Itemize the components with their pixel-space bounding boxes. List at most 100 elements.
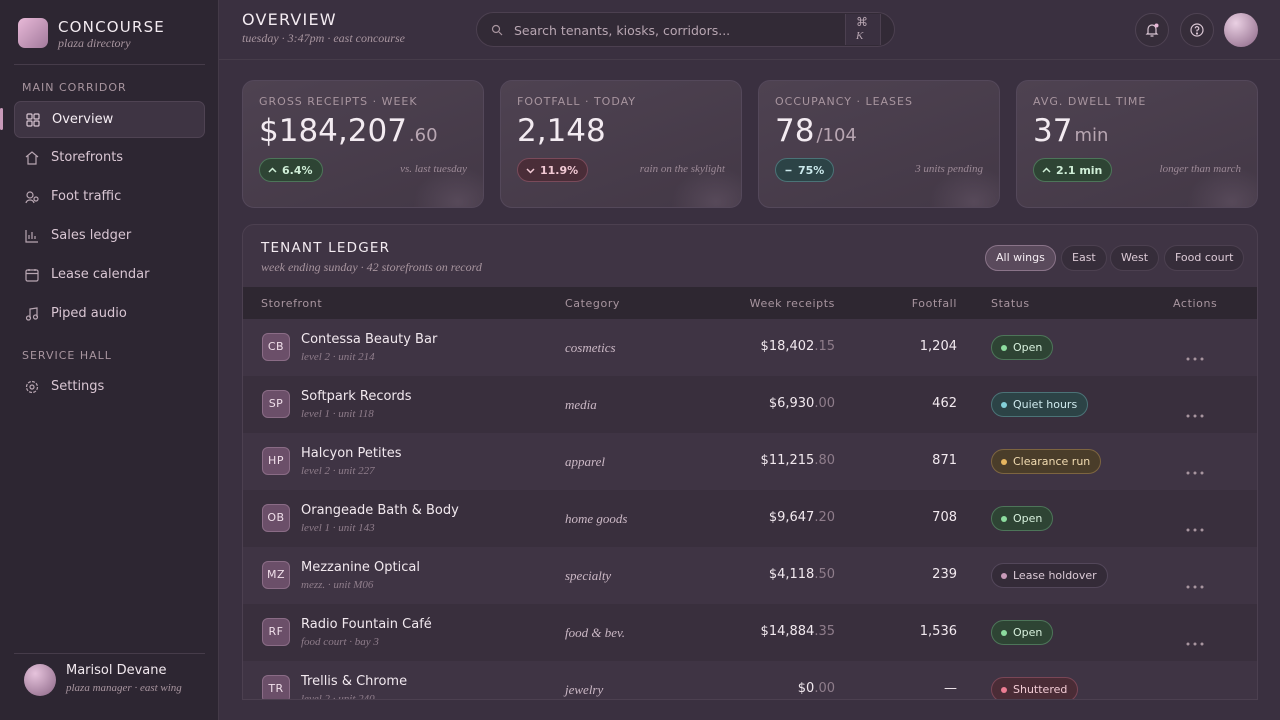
row-actions[interactable] <box>1186 631 1204 650</box>
table-header: Storefront Category Week receipts Footfa… <box>243 287 1257 319</box>
nav-item[interactable]: Lease calendar <box>14 257 205 294</box>
column-header: Actions <box>1173 297 1218 310</box>
kpi-number: 78 <box>775 113 815 149</box>
tenant-category: media <box>565 397 597 412</box>
receipts-cents: .00 <box>814 396 835 411</box>
kpi-label: AVG. DWELL TIME <box>1033 95 1147 108</box>
tenant-initials: CB <box>262 333 290 361</box>
kpi-number: 2,148 <box>517 113 606 149</box>
status-dot <box>1001 572 1007 579</box>
kpi-value: 37 min <box>1033 113 1108 149</box>
tenant-initials: TR <box>262 675 290 699</box>
panel-subtitle: week ending sunday · 42 storefronts on r… <box>261 260 482 274</box>
active-indicator <box>0 108 3 130</box>
status-dot <box>1001 629 1007 636</box>
help-button[interactable] <box>1180 13 1214 47</box>
status-text: Clearance run <box>1013 455 1091 468</box>
row-actions[interactable] <box>1186 574 1204 593</box>
week-receipts: $18,402.15 <box>761 339 835 354</box>
row-actions[interactable] <box>1186 460 1204 479</box>
status-pill: Quiet hours <box>991 392 1089 417</box>
nav-item[interactable]: Foot traffic <box>14 179 205 216</box>
week-receipts: $6,930.00 <box>769 396 835 411</box>
shortcut-key: ⌘ K <box>845 14 881 45</box>
filter-chip[interactable]: East <box>1061 245 1107 271</box>
search-box[interactable]: Search tenants, kiosks, corridors... ⌘ K <box>476 12 895 47</box>
badge-text: 75% <box>798 163 825 177</box>
filter-chip[interactable]: West <box>1110 245 1160 271</box>
tenant-ledger: TENANT LEDGER week ending sunday · 42 st… <box>242 224 1258 700</box>
notifications-button[interactable] <box>1135 13 1169 47</box>
tenant-location: level 2 · unit 240 <box>301 693 375 700</box>
receipts-cents: .15 <box>814 339 835 354</box>
week-receipts: $11,215.80 <box>761 453 835 468</box>
filter-chip[interactable]: Food court <box>1164 245 1245 271</box>
tenant-name: Trellis & Chrome <box>301 674 408 689</box>
kpi-suffix: .60 <box>408 125 438 146</box>
tenant-initials: OB <box>262 504 290 532</box>
nav-item[interactable]: Piped audio <box>14 296 205 333</box>
kpi-badge: 2.1 min <box>1033 158 1113 182</box>
row-actions[interactable] <box>1186 517 1204 536</box>
nav-label: Overview <box>52 112 114 127</box>
tenant-name: Orangeade Bath & Body <box>301 503 459 518</box>
tenant-category: home goods <box>565 511 628 526</box>
kpi-card: OCCUPANCY · LEASES 78/104 75% 3 units pendi… <box>758 80 1000 208</box>
trend-icon <box>526 166 535 175</box>
status-dot <box>1001 686 1007 693</box>
shortcut-symbol: ⌘ <box>856 15 868 29</box>
kpi-badge: 6.4% <box>259 158 323 182</box>
trend-icon <box>268 166 277 175</box>
status-dot <box>1001 458 1007 465</box>
column-header: Footfall <box>911 297 957 310</box>
row-actions[interactable] <box>1186 346 1204 365</box>
nav-label: Storefronts <box>51 150 124 165</box>
status-text: Open <box>1013 626 1043 639</box>
kpi-label: GROSS RECEIPTS · WEEK <box>259 95 418 108</box>
receipts-dollars: $6,930 <box>768 396 815 411</box>
kpi-label: OCCUPANCY · LEASES <box>775 95 913 108</box>
row-actions[interactable] <box>1186 688 1204 699</box>
nav-item[interactable]: Storefronts <box>14 140 205 177</box>
tenant-initials: SP <box>262 390 290 418</box>
filter-chip[interactable]: All wings <box>985 245 1056 271</box>
status-text: Open <box>1013 341 1043 354</box>
tenant-location: level 1 · unit 143 <box>301 522 375 534</box>
footfall: — <box>944 681 957 696</box>
nav-item[interactable]: Overview <box>14 101 205 138</box>
status-text: Open <box>1013 512 1043 525</box>
status-pill: Open <box>991 506 1054 531</box>
nav-label: Foot traffic <box>51 189 122 204</box>
kpi-suffix: /104 <box>816 125 857 146</box>
nav-label: Piped audio <box>51 306 127 321</box>
page-subtitle: tuesday · 3:47pm · east concourse <box>242 31 405 45</box>
status-text: Quiet hours <box>1013 398 1078 411</box>
column-header: Category <box>565 297 621 310</box>
kpi-badge: 11.9% <box>517 158 589 182</box>
row-actions[interactable] <box>1186 403 1204 422</box>
status-text: Shuttered <box>1013 683 1068 696</box>
nav-section-title: SERVICE HALL <box>22 349 112 362</box>
receipts-dollars: $0 <box>797 681 815 696</box>
profile-avatar[interactable] <box>1224 13 1258 47</box>
receipts-dollars: $18,402 <box>760 339 815 354</box>
kpi-label: FOOTFALL · TODAY <box>517 95 636 108</box>
nav-item[interactable]: Settings <box>14 369 205 406</box>
badge-text: 11.9% <box>540 163 579 177</box>
receipts-dollars: $14,884 <box>760 624 815 639</box>
table-row: SP Softpark Records level 1 · unit 118 medi… <box>243 376 1257 433</box>
week-receipts: $9,647.20 <box>769 510 835 525</box>
trend-icon <box>1042 166 1051 175</box>
badge-text: 2.1 min <box>1056 163 1103 177</box>
nav-label: Settings <box>51 379 105 394</box>
trend-icon <box>784 166 793 175</box>
tenant-initials: RF <box>262 618 290 646</box>
table-row: MZ Mezzanine Optical mezz. · unit M06 speci… <box>243 547 1257 604</box>
tenant-category: apparel <box>565 454 605 469</box>
nav-item[interactable]: Sales ledger <box>14 218 205 255</box>
table-row: RF Radio Fountain Café food court · bay 3 f… <box>243 604 1257 661</box>
kpi-suffix: min <box>1074 125 1109 146</box>
tenant-category: food & bev. <box>565 625 626 640</box>
table-row: CB Contessa Beauty Bar level 2 · unit 214 c… <box>243 319 1257 376</box>
